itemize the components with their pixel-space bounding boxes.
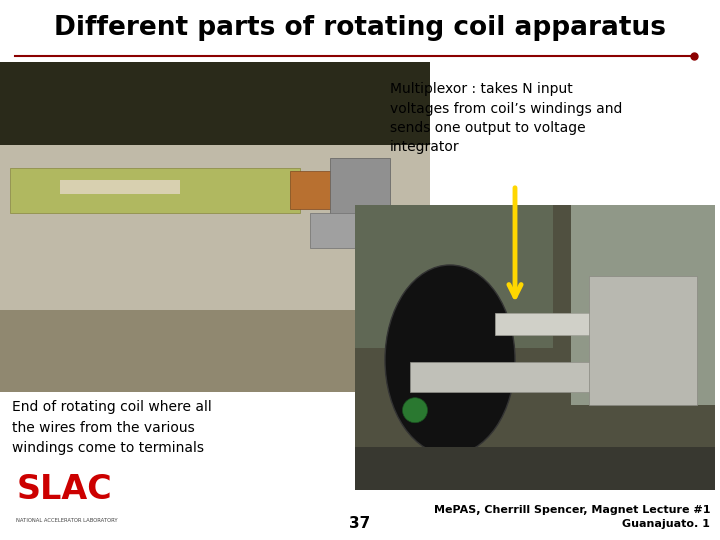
Bar <box>290 171 340 208</box>
Text: End of rotating coil where all
the wires from the various
windings come to termi: End of rotating coil where all the wires… <box>12 400 212 455</box>
Bar <box>589 276 697 404</box>
Bar <box>571 205 715 404</box>
Text: SLAC: SLAC <box>16 474 112 507</box>
Ellipse shape <box>385 265 515 455</box>
Text: Multiplexor : takes N input
voltages from coil’s windings and
sends one output t: Multiplexor : takes N input voltages fro… <box>390 82 622 154</box>
Bar <box>355 205 553 348</box>
Bar <box>495 313 685 335</box>
Text: Different parts of rotating coil apparatus: Different parts of rotating coil apparat… <box>54 15 666 41</box>
Bar <box>0 62 430 145</box>
Ellipse shape <box>402 397 428 423</box>
Bar <box>410 362 690 392</box>
Bar <box>60 180 180 194</box>
Bar <box>330 158 390 215</box>
Bar <box>355 205 715 490</box>
Text: NATIONAL ACCELERATOR LABORATORY: NATIONAL ACCELERATOR LABORATORY <box>16 518 118 523</box>
Bar <box>10 167 300 213</box>
Bar <box>0 62 430 392</box>
Text: 37: 37 <box>349 516 371 531</box>
Bar <box>310 213 360 248</box>
Bar <box>355 447 715 490</box>
Bar <box>0 145 430 309</box>
Text: MePAS, Cherrill Spencer, Magnet Lecture #1: MePAS, Cherrill Spencer, Magnet Lecture … <box>433 505 710 515</box>
Text: Guanajuato. 1: Guanajuato. 1 <box>622 519 710 529</box>
Bar <box>0 309 430 392</box>
